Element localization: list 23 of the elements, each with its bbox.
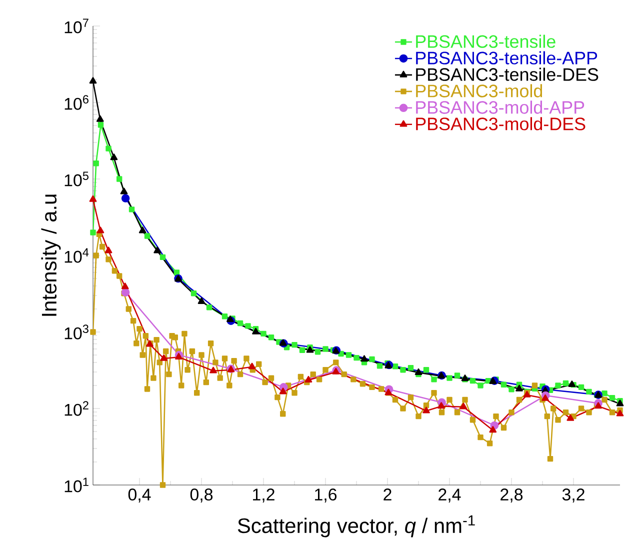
legend-label: PBSANC3-tensile (416, 34, 556, 48)
legend-label: PBSANC3-tensile-DES (416, 68, 598, 81)
legend-label: PBSANC3-mold-APP (416, 100, 584, 114)
x-tick-label: 2 (384, 488, 392, 500)
x-tick-label: 2,4 (438, 488, 461, 503)
x-axis-title: Scattering vector, q / nm$^{-1}$ (238, 515, 475, 538)
x-tick-label: 0,4 (128, 488, 151, 503)
y-axis-title: Intensity / a.u (41, 194, 61, 316)
x-tick-label: 3,2 (562, 488, 584, 503)
y-tick-label: 10$^{2}$ (64, 401, 88, 416)
y-tick-label: 10$^{4}$ (64, 248, 89, 263)
y-tick-label: 10$^{7}$ (64, 18, 88, 34)
y-tick-label: 10$^{3}$ (64, 324, 88, 340)
y-tick-label: 10$^{6}$ (64, 95, 88, 110)
x-tick-label: 2,8 (500, 488, 523, 503)
legend-label: PBSANC3-mold (416, 84, 542, 98)
y-tick-label: 10$^{5}$ (64, 172, 88, 186)
y-tick-label: 10$^{1}$ (64, 478, 88, 492)
legend-label: PBSANC3-mold-DES (416, 117, 586, 130)
x-tick-label: 1,6 (315, 488, 337, 503)
x-tick-label: 0,8 (190, 488, 213, 503)
legend-label: PBSANC3-tensile-APP (416, 51, 598, 64)
x-tick-label: 1,2 (253, 488, 274, 503)
